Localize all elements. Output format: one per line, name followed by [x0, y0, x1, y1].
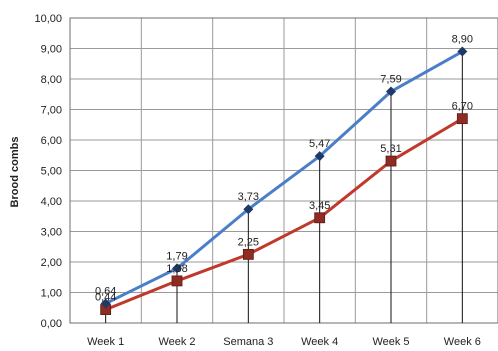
data-label: 8,90: [452, 34, 473, 46]
y-tick-labels: 0,00 1,00 2,00 3,00 4,00 5,00 6,00 7,00 8,00 9,00…: [34, 13, 62, 330]
data-label: 6,70: [452, 101, 473, 113]
plot-frame: [69, 17, 498, 324]
series-lines: [105, 50, 464, 311]
data-label: 3,73: [238, 191, 259, 203]
y-tick-label: 7,00: [41, 105, 62, 117]
data-point: [100, 298, 111, 309]
y-tick-label: 10,00: [34, 13, 62, 25]
data-label: 3,45: [309, 200, 330, 212]
y-tick-label: 6,00: [41, 135, 62, 147]
x-tick-label: Week 1: [87, 336, 124, 348]
data-point: [385, 155, 397, 167]
x-tick-label: Week 4: [301, 336, 338, 348]
data-label: 1,79: [166, 250, 187, 262]
data-point: [456, 113, 468, 125]
data-label: 7,59: [380, 74, 401, 86]
drop-lines: [105, 51, 463, 323]
series-markers: [100, 46, 468, 315]
data-label: 0,44: [95, 292, 116, 304]
x-tick-label: Week 6: [444, 336, 481, 348]
y-tick-label: 0,00: [41, 318, 62, 330]
data-label: 1,38: [166, 263, 187, 275]
y-tick-label: 4,00: [41, 196, 62, 208]
x-tick-label: Week 2: [158, 336, 195, 348]
y-tick-label: 3,00: [41, 227, 62, 239]
data-label: 5,47: [309, 138, 330, 150]
data-point: [243, 204, 254, 215]
data-point: [457, 46, 468, 57]
y-tick-label: 1,00: [41, 288, 62, 300]
y-tick-label: 2,00: [41, 257, 62, 269]
x-tick-labels: Week 1 Week 2 Semana 3 Week 4 Week 5 Week 6: [87, 336, 481, 348]
data-label: 2,25: [238, 236, 259, 248]
y-tick-label: 5,00: [41, 166, 62, 178]
data-point: [242, 248, 254, 260]
x-tick-label: Semana 3: [223, 336, 273, 348]
y-tick-label: 8,00: [41, 74, 62, 86]
data-point: [386, 86, 396, 97]
y-tick-label: 9,00: [41, 44, 62, 56]
data-point: [314, 151, 325, 162]
y-axis-title: Brood combs: [9, 137, 21, 208]
series-line-1: [105, 117, 464, 311]
data-label: 0,64: [95, 285, 116, 297]
data-point: [314, 212, 326, 224]
x-tick-label: Week 5: [372, 336, 409, 348]
data-labels: 0,44 1,38 2,25 3,45 5,31 6,70 0,64 1,79 3,73 5,47…: [95, 34, 473, 304]
data-label: 5,31: [380, 143, 401, 155]
data-point: [171, 275, 183, 287]
series-line-0: [105, 50, 464, 305]
data-point: [172, 263, 182, 274]
gridlines: [69, 17, 498, 324]
